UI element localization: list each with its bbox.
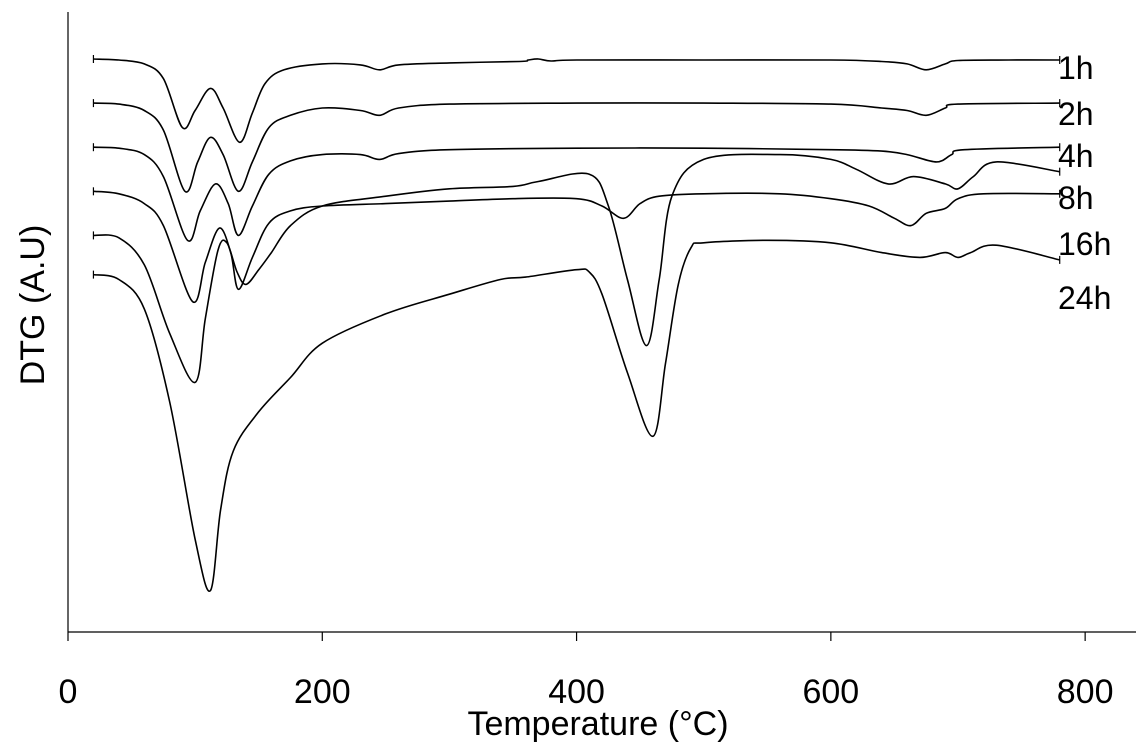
series-label-8h: 8h <box>1058 180 1094 216</box>
series-labels: 1h 2h 4h 8h 16h 24h <box>1058 50 1111 316</box>
x-tick-label-600: 600 <box>802 673 859 711</box>
x-ticks <box>67 632 1086 641</box>
series-label-24h: 24h <box>1058 280 1111 316</box>
x-tick-label-400: 400 <box>548 673 605 711</box>
series-label-16h: 16h <box>1058 226 1111 262</box>
series-label-1h: 1h <box>1058 50 1094 86</box>
series-line-1h <box>93 58 1060 144</box>
x-tick-label-200: 200 <box>294 673 351 711</box>
series-label-2h: 2h <box>1058 96 1094 132</box>
x-tick-label-800: 800 <box>1057 673 1114 711</box>
traces <box>92 55 1061 592</box>
axes <box>67 12 1136 633</box>
series-line-8h <box>93 190 1060 303</box>
y-axis-title: DTG (A.U) <box>14 225 52 386</box>
x-tick-labels: 0 200 400 600 800 <box>59 673 1114 711</box>
series-label-4h: 4h <box>1058 138 1094 174</box>
x-tick-label-0: 0 <box>59 673 78 711</box>
series-line-4h <box>93 146 1060 242</box>
series-line-2h <box>93 102 1060 193</box>
x-axis-title: Temperature (°C) <box>467 705 728 743</box>
series-line-24h <box>93 239 1060 592</box>
series-line-16h <box>93 153 1060 384</box>
